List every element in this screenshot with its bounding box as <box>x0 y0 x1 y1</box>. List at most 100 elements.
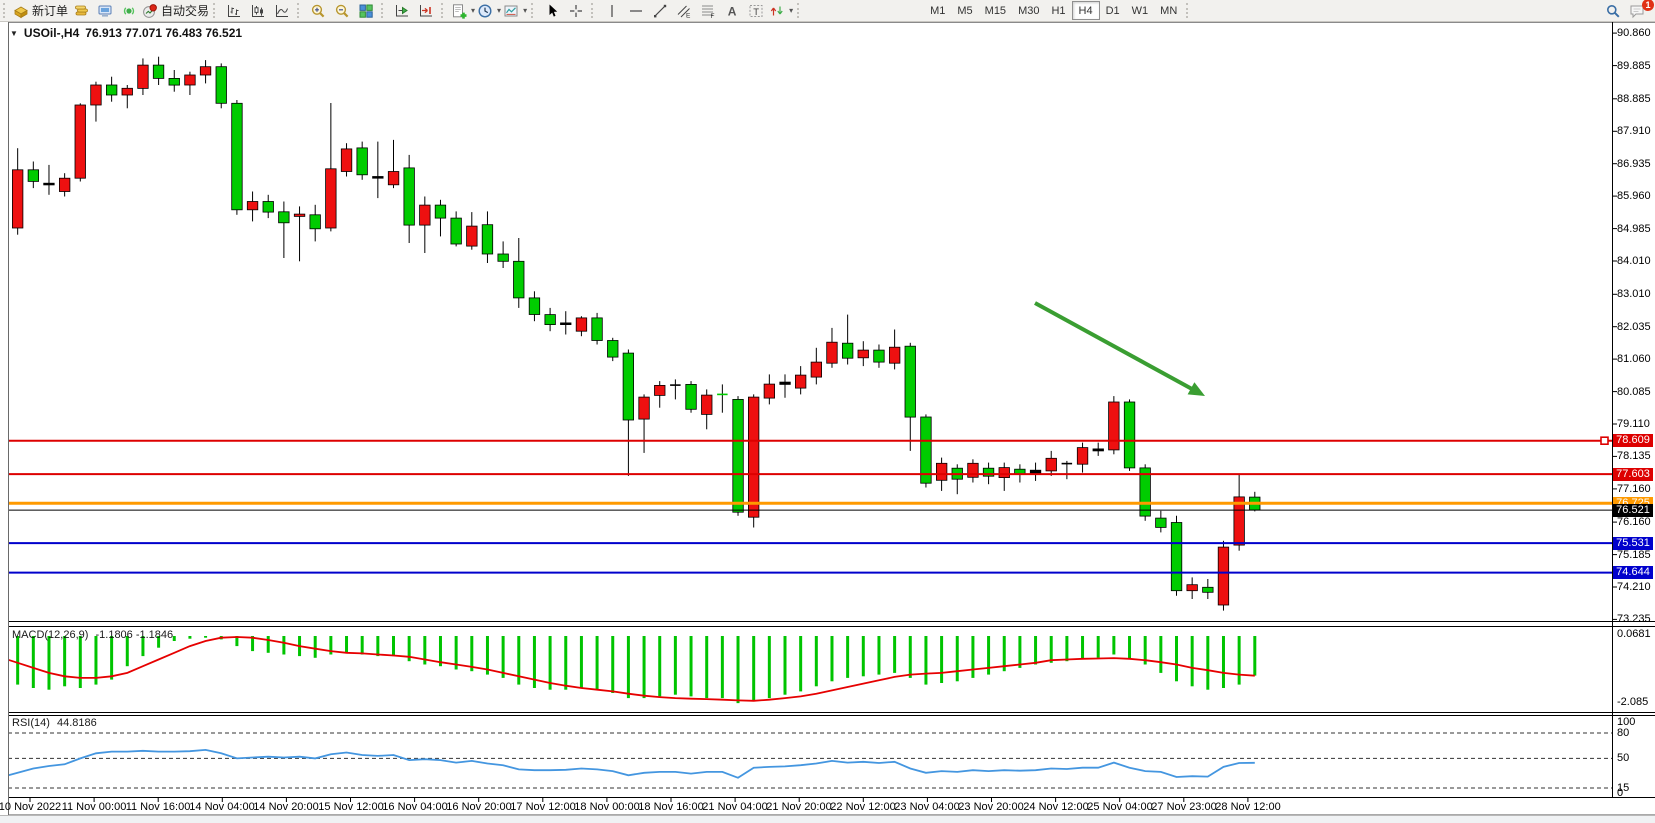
text-button[interactable]: A <box>720 1 744 20</box>
candlesticks-layer <box>0 56 1261 611</box>
chart-shift-button[interactable] <box>390 1 414 20</box>
pane-borders <box>0 22 1655 815</box>
line-handle[interactable] <box>1600 436 1609 446</box>
timeframe-m30-label: M30 <box>1018 4 1040 17</box>
price-tick-label: 88.885 <box>1617 93 1651 105</box>
toolbar-group-right: 1 <box>1601 0 1654 20</box>
search-icon[interactable] <box>1601 1 1625 20</box>
toolbar-group-insert: ▾ ▾ ▾ <box>450 1 528 20</box>
line-chart-button[interactable] <box>270 1 294 20</box>
rsi-axis-label: 0 <box>1617 787 1624 799</box>
signals-icon-icon <box>123 6 135 15</box>
crosshair-button[interactable] <box>564 1 588 20</box>
symbol-label: USOil-,H4 <box>23 26 80 40</box>
time-tick-label: 21 Nov 20:00 <box>766 801 832 813</box>
toolbar-group-cursor <box>540 1 588 20</box>
cursor-button[interactable] <box>540 1 564 20</box>
time-tick-label: 18 Nov 16:00 <box>638 801 704 813</box>
price-tick-label: 84.010 <box>1617 255 1651 267</box>
axis-ticks <box>29 32 1617 802</box>
toolbar-grip <box>531 3 536 18</box>
fibonacci-button[interactable]: F <box>696 1 720 20</box>
rsi-pane-label: RSI(14) 44.8186 <box>12 717 97 729</box>
price-tick-label: 89.885 <box>1617 60 1651 72</box>
toolbar-grip <box>441 3 446 18</box>
bar-chart-icon <box>228 4 241 17</box>
chevron-down-icon[interactable]: ▾ <box>789 6 794 15</box>
vertical-line-icon <box>611 4 613 17</box>
indicators-button[interactable]: ▾ <box>450 1 476 20</box>
new-order-button[interactable]: 新订单 <box>12 1 69 20</box>
horizontal-price-lines[interactable] <box>8 436 1612 574</box>
arrows-button[interactable]: ▾ <box>768 1 794 20</box>
timeframe-h4[interactable]: H4 <box>1071 1 1100 20</box>
signals-icon[interactable] <box>117 1 141 20</box>
time-tick-label: 25 Nov 04:00 <box>1087 801 1153 813</box>
price-tick-label: 77.160 <box>1617 483 1651 495</box>
rsi-axis-label: 100 <box>1617 716 1636 728</box>
window-left-edge <box>0 22 9 815</box>
timeframe-m1[interactable]: M1 <box>924 2 951 19</box>
chart-symbol-title[interactable]: ▼ USOil-,H4 76.913 77.071 76.483 76.521 <box>10 26 242 40</box>
channel-button[interactable]: E <box>672 1 696 20</box>
templates-button[interactable]: ▾ <box>502 1 528 20</box>
horizontal-line-icon <box>630 9 643 12</box>
collapse-triangle-icon[interactable]: ▼ <box>10 28 18 38</box>
svg-text:A: A <box>728 4 737 18</box>
terminal-icon[interactable] <box>93 1 117 20</box>
timeframe-m30[interactable]: M30 <box>1012 2 1045 19</box>
timeframe-d1[interactable]: D1 <box>1100 2 1126 19</box>
vertical-line-button[interactable] <box>600 1 624 20</box>
text-label-button[interactable]: T <box>744 1 768 20</box>
price-tick-label: 85.960 <box>1617 190 1651 202</box>
rsi-axis-label: 80 <box>1617 727 1630 739</box>
timeframe-m15[interactable]: M15 <box>979 2 1012 19</box>
timeframe-h4-label: H4 <box>1078 4 1093 17</box>
toolbar-group-orders: 新订单 自动交易 <box>12 1 210 20</box>
candlestick-chart-button[interactable] <box>246 1 270 20</box>
timeframe-w1[interactable]: W1 <box>1126 2 1155 19</box>
terminal-icon-icon <box>98 5 112 17</box>
time-tick-label: 27 Nov 23:00 <box>1151 801 1217 813</box>
autotrading-icon <box>143 3 157 18</box>
fibonacci-icon: F <box>702 5 715 19</box>
new-order-icon <box>14 6 28 18</box>
rsi-value: 44.8186 <box>56 717 97 729</box>
timeframe-mn[interactable]: MN <box>1154 2 1183 19</box>
periods-button[interactable]: ▾ <box>476 1 502 20</box>
price-line-badge-76.521: 76.521 <box>1613 504 1653 517</box>
price-tick-label: 87.910 <box>1617 125 1651 137</box>
svg-text:E: E <box>686 12 691 19</box>
chevron-down-icon[interactable]: ▾ <box>497 6 502 15</box>
auto-scroll-button[interactable] <box>414 1 438 20</box>
timeframe-m5[interactable]: M5 <box>951 2 978 19</box>
toolbar-grip <box>381 3 386 18</box>
timeframe-m1-label: M1 <box>930 4 946 17</box>
autotrading-button-label: 自动交易 <box>161 4 210 18</box>
chart-gold-icon[interactable] <box>69 1 93 20</box>
zoom-in-button[interactable] <box>306 1 330 20</box>
price-tick-label: 76.160 <box>1617 516 1651 528</box>
bar-chart-button[interactable] <box>222 1 246 20</box>
chevron-down-icon[interactable]: ▾ <box>471 6 476 15</box>
autotrading-button[interactable]: 自动交易 <box>141 1 210 20</box>
rsi-line <box>1 748 1255 779</box>
timeframe-d1-label: D1 <box>1105 4 1120 17</box>
notification-badge: 1 <box>1642 0 1654 11</box>
trendline-button[interactable] <box>648 1 672 20</box>
ohlc-values: 76.913 77.071 76.483 76.521 <box>85 26 243 40</box>
toolbar-grip <box>213 3 218 18</box>
cursor-icon <box>549 4 558 17</box>
timeframe-h1[interactable]: H1 <box>1045 2 1071 19</box>
search-icon-icon <box>1607 4 1620 18</box>
arrows-icon <box>770 6 783 15</box>
tile-windows-button[interactable] <box>354 1 378 20</box>
svg-text:T: T <box>753 6 759 17</box>
price-tick-label: 86.935 <box>1617 158 1651 170</box>
zoom-out-button[interactable] <box>330 1 354 20</box>
trend-arrow-annotation[interactable] <box>1034 301 1205 396</box>
chevron-down-icon[interactable]: ▾ <box>523 6 528 15</box>
horizontal-line-button[interactable] <box>624 1 648 20</box>
